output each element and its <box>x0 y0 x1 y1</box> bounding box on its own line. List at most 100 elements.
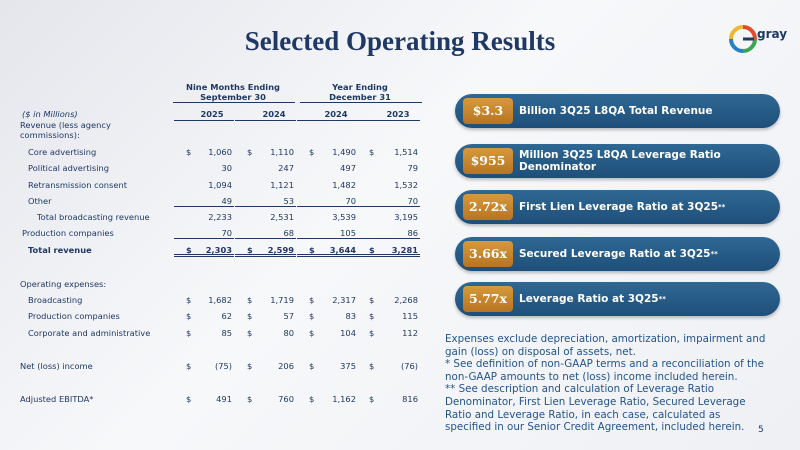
cell-value: 83 <box>345 311 356 321</box>
cell-value: 57 <box>283 311 294 321</box>
logo-mark <box>729 25 757 53</box>
label-text: Secured Leverage Ratio at 3Q25 <box>519 248 711 260</box>
cell-value: 70 <box>407 196 418 206</box>
cell-value: 49 <box>221 196 232 206</box>
currency-sign: $ <box>309 147 315 157</box>
row-label: Revenue (less agency commissions): <box>20 120 111 140</box>
row-label: Adjusted EBITDA* <box>20 394 94 404</box>
note: ** See description and calculation of Le… <box>445 383 746 434</box>
label-text: Leverage Ratio at 3Q25 <box>519 293 659 305</box>
column-header: 2024 <box>324 109 348 119</box>
header-rule <box>173 102 295 103</box>
currency-sign: $ <box>247 361 253 371</box>
cell-value: 86 <box>407 228 418 238</box>
header-rule <box>300 102 422 103</box>
cell-value: 1,162 <box>332 394 356 404</box>
highlight-pill: $955 Million 3Q25 L8QA Leverage Ratio Den… <box>455 144 780 178</box>
underline <box>357 206 420 207</box>
header-rule <box>357 120 420 121</box>
cell-value: 62 <box>221 311 232 321</box>
cell-value: 1,482 <box>332 180 356 190</box>
currency-sign: $ <box>247 328 253 338</box>
cell-value: 491 <box>216 394 232 404</box>
cell-value: 3,539 <box>332 212 356 222</box>
currency-sign: $ <box>186 295 192 305</box>
underline <box>174 238 234 239</box>
cell-value: 760 <box>278 394 294 404</box>
currency-sign: $ <box>369 328 375 338</box>
highlight-label: First Lien Leverage Ratio at 3Q25 ** <box>519 190 769 224</box>
underline <box>174 206 234 207</box>
row-label: Production companies <box>28 311 120 321</box>
highlight-label: Million 3Q25 L8QA Leverage Ratio Denomin… <box>519 144 769 178</box>
currency-sign: $ <box>186 245 192 255</box>
cell-value: (76) <box>400 361 418 371</box>
underline <box>297 206 358 207</box>
label-text: Billion 3Q25 L8QA Total Revenue <box>519 105 713 117</box>
underline <box>235 206 296 207</box>
footnote-mark: ** <box>658 295 666 303</box>
highlight-pill: 3.66x Secured Leverage Ratio at 3Q25 ** <box>455 237 780 271</box>
row-label: Operating expenses: <box>20 279 107 289</box>
group-header: September 30 <box>200 92 266 102</box>
group-header: Nine Months Ending <box>186 82 280 92</box>
highlight-label: Billion 3Q25 L8QA Total Revenue <box>519 94 769 128</box>
currency-sign: $ <box>369 394 375 404</box>
cell-value: 375 <box>340 361 356 371</box>
cell-value: 105 <box>340 228 356 238</box>
note: Expenses exclude depreciation, amortizat… <box>445 333 766 358</box>
currency-sign: $ <box>186 361 192 371</box>
currency-sign: $ <box>369 245 375 255</box>
cell-value: 2,303 <box>205 245 232 255</box>
cell-value: 104 <box>340 328 356 338</box>
currency-sign: $ <box>247 295 253 305</box>
cell-value: 3,195 <box>394 212 418 222</box>
highlight-value: $3.3 <box>463 98 513 124</box>
cell-value: 80 <box>283 328 294 338</box>
column-header: 2024 <box>262 109 286 119</box>
cell-value: 1,682 <box>208 295 232 305</box>
highlight-value: $955 <box>463 148 513 174</box>
double-underline <box>297 254 358 257</box>
cell-value: 1,532 <box>394 180 418 190</box>
logo: gray <box>757 27 788 41</box>
row-label: Corporate and administrative <box>28 328 151 338</box>
highlight-value: 2.72x <box>463 194 513 220</box>
currency-sign: $ <box>186 311 192 321</box>
currency-sign: $ <box>309 328 315 338</box>
cell-value: 2,531 <box>270 212 294 222</box>
column-header: 2023 <box>386 109 410 119</box>
double-underline <box>357 254 420 257</box>
cell-value: 1,121 <box>270 180 294 190</box>
cell-value: 2,233 <box>208 212 232 222</box>
row-label: Total broadcasting revenue <box>37 212 150 222</box>
footnote-mark: ** <box>718 203 726 211</box>
currency-sign: $ <box>309 311 315 321</box>
header-rule <box>235 120 296 121</box>
currency-sign: $ <box>186 328 192 338</box>
currency-sign: $ <box>369 147 375 157</box>
double-underline <box>174 254 234 257</box>
currency-sign: $ <box>309 245 315 255</box>
currency-sign: $ <box>369 361 375 371</box>
highlight-pill: 5.77x Leverage Ratio at 3Q25 ** <box>455 282 780 316</box>
underline <box>357 238 420 239</box>
footnote-mark: ** <box>710 250 718 258</box>
currency-sign: $ <box>247 394 253 404</box>
cell-value: 2,317 <box>332 295 356 305</box>
cell-value: 1,060 <box>208 147 232 157</box>
cell-value: 2,268 <box>394 295 418 305</box>
cell-value: 247 <box>278 163 294 173</box>
row-label: Political advertising <box>28 163 110 173</box>
cell-value: 112 <box>402 328 418 338</box>
cell-value: 1,094 <box>208 180 232 190</box>
currency-sign: $ <box>369 311 375 321</box>
units-label: ($ in Millions) <box>22 109 78 119</box>
cell-value: 70 <box>221 228 232 238</box>
row-label: Retransmission consent <box>28 180 127 190</box>
row-label: Broadcasting <box>28 295 83 305</box>
cell-value: 3,644 <box>329 245 356 255</box>
underline <box>297 238 358 239</box>
cell-value: 1,110 <box>270 147 294 157</box>
currency-sign: $ <box>247 147 253 157</box>
